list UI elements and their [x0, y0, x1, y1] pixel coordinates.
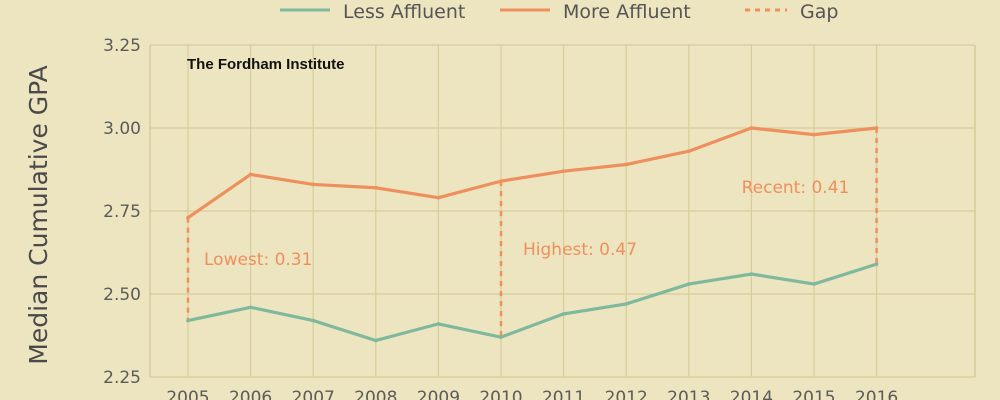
- legend-label-less-affluent: Less Affluent: [343, 1, 465, 23]
- y-tick-label: 3.25: [103, 36, 141, 56]
- data-point-less-affluent: [436, 322, 441, 326]
- series-line-less-affluent: [186, 262, 879, 343]
- data-point-more-affluent: [248, 172, 253, 177]
- data-point-more-affluent: [311, 182, 316, 187]
- data-point-less-affluent: [561, 312, 566, 316]
- y-tick-label: 2.75: [103, 202, 141, 222]
- source-label: The Fordham Institute: [187, 56, 345, 73]
- data-point-more-affluent: [436, 195, 441, 200]
- x-tick-label: 2010: [479, 388, 522, 400]
- x-tick-label: 2015: [792, 388, 835, 400]
- series-line-more-affluent: [186, 126, 879, 220]
- data-point-more-affluent: [561, 169, 566, 173]
- x-tick-labels: 2005 2006 2007 2008 2009 2010 2011 2012 2013 2014…: [166, 388, 898, 400]
- data-point-more-affluent: [749, 126, 754, 130]
- data-point-more-affluent: [812, 132, 816, 137]
- data-point-more-affluent: [374, 185, 378, 190]
- gap-markers: Lowest: 0.31 Highest: 0.47 Recent: 0.41: [186, 128, 878, 338]
- y-tick-label: 2.50: [103, 285, 141, 305]
- gap-annotation-2010: Highest: 0.47: [523, 240, 637, 260]
- gap-annotation-2005: Lowest: 0.31: [204, 250, 312, 270]
- data-point-more-affluent: [186, 215, 190, 220]
- data-point-less-affluent: [499, 335, 503, 339]
- data-point-more-affluent: [624, 162, 628, 167]
- x-tick-label: 2009: [417, 388, 460, 400]
- y-tick-label: 2.25: [103, 368, 141, 388]
- data-point-less-affluent: [874, 262, 879, 266]
- x-tick-label: 2007: [292, 388, 335, 400]
- data-point-less-affluent: [311, 318, 316, 323]
- x-tick-label: 2016: [855, 388, 898, 400]
- data-point-more-affluent: [499, 179, 503, 183]
- data-point-less-affluent: [374, 338, 378, 343]
- x-tick-label: 2006: [229, 388, 272, 400]
- data-point-less-affluent: [186, 318, 190, 323]
- legend: Less Affluent More Affluent Gap: [280, 1, 838, 23]
- y-tick-labels: 2.25 2.50 2.75 3.00 3.25: [103, 36, 141, 388]
- legend-label-more-affluent: More Affluent: [563, 1, 691, 23]
- gap-annotation-2016: Recent: 0.41: [742, 178, 850, 198]
- legend-label-gap: Gap: [800, 1, 838, 23]
- data-point-less-affluent: [248, 305, 253, 310]
- data-point-less-affluent: [687, 282, 691, 286]
- data-point-less-affluent: [749, 272, 754, 276]
- x-tick-label: 2012: [605, 388, 648, 400]
- data-point-less-affluent: [624, 302, 628, 306]
- x-tick-label: 2013: [667, 388, 710, 400]
- x-tick-label: 2005: [166, 388, 209, 400]
- x-tick-label: 2014: [730, 388, 773, 400]
- y-axis-title: Median Cumulative GPA: [24, 65, 53, 364]
- x-tick-label: 2011: [542, 388, 585, 400]
- data-point-more-affluent: [687, 149, 691, 154]
- series-lines: [186, 126, 879, 343]
- data-point-less-affluent: [812, 282, 816, 286]
- y-tick-label: 3.00: [103, 119, 141, 139]
- x-tick-label: 2008: [354, 388, 397, 400]
- data-point-more-affluent: [874, 126, 879, 130]
- grid: [149, 44, 976, 378]
